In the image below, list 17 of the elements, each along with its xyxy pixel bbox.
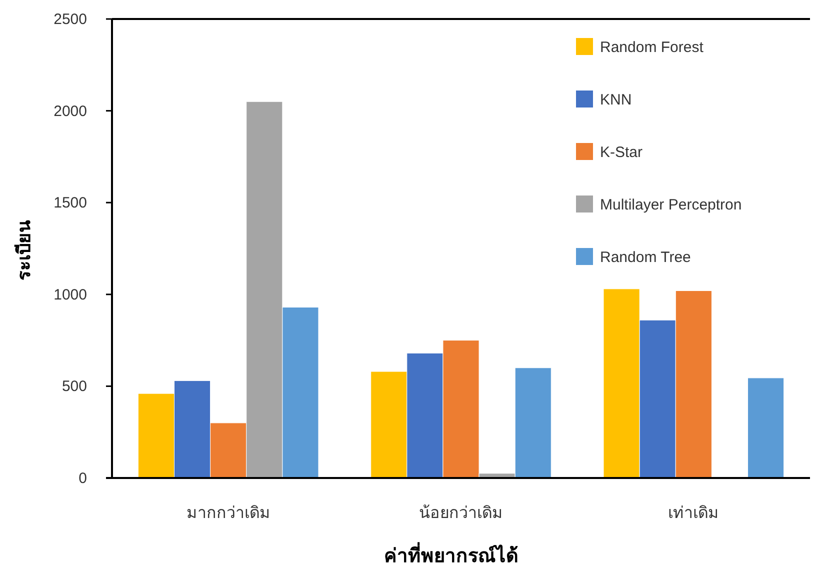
legend-label: Random Forest bbox=[600, 39, 704, 56]
y-tick-label: 2500 bbox=[54, 11, 87, 28]
x-tick-label: น้อยกว่าเดิม bbox=[419, 504, 503, 522]
y-tick-label: 1500 bbox=[54, 194, 87, 212]
legend-label: Random Tree bbox=[600, 249, 691, 266]
legend-label: K-Star bbox=[600, 144, 643, 161]
y-tick-label: 500 bbox=[62, 378, 87, 396]
legend-label: KNN bbox=[600, 92, 632, 108]
y-tick-label: 2000 bbox=[54, 102, 87, 120]
y-axis-title: ระเบียน bbox=[14, 220, 34, 280]
x-axis-title: ค่าที่พยากรณ์ได้ bbox=[384, 542, 518, 567]
x-tick-label: มากกว่าเดิม bbox=[186, 505, 270, 522]
x-tick-label: เท่าเดิม bbox=[668, 505, 720, 522]
y-tick-label: 0 bbox=[78, 470, 87, 487]
y-tick-label: 1000 bbox=[54, 286, 87, 304]
legend-label: Multilayer Perceptron bbox=[600, 196, 742, 214]
bar bbox=[748, 378, 784, 478]
